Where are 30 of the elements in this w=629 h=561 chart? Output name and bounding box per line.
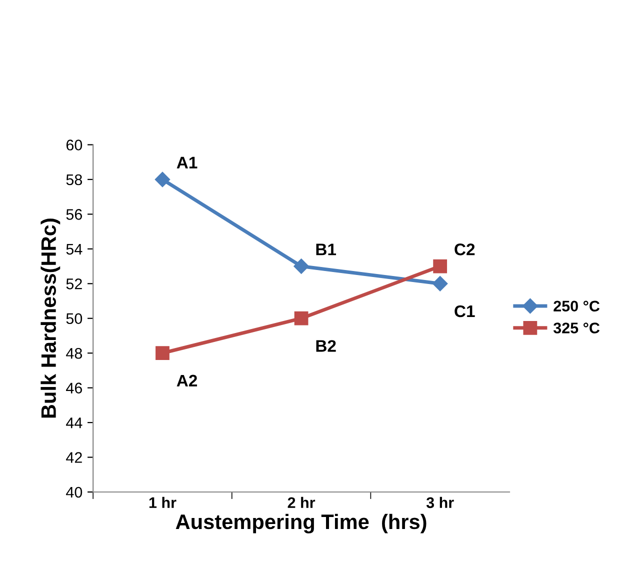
x-tick-label: 3 hr [426,496,454,508]
point [433,259,448,274]
x-tick-label: 2 hr [288,496,316,508]
legend-label: 325 °C [553,322,600,334]
annotation: A2 [176,374,198,386]
y-tick-label: 54 [66,244,82,255]
y-tick-label: 52 [66,278,82,290]
annotation: C2 [454,244,475,256]
point [432,276,448,292]
point [154,172,170,188]
y-tick-label: 60 [66,140,82,150]
y-tick-label: 50 [66,313,82,324]
point [294,311,308,326]
annotation: B1 [316,244,336,256]
y-tick-label: 48 [66,348,82,359]
y-tick-label: 44 [66,418,82,428]
y-axis-title: Bulk Hardness(HRc) [40,218,60,418]
point [294,258,309,274]
y-tick-label: 46 [66,382,82,394]
y-tick-label: 56 [66,209,82,220]
annotation: C1 [454,305,475,318]
x-axis-title: Austempering Time (hrs) [176,514,426,534]
y-tick-label: 40 [66,486,82,498]
legend-label: 250 °C [554,300,600,312]
annotation: A1 [176,156,198,168]
y-tick-label: 58 [66,174,82,186]
point [156,346,170,360]
x-tick-label: 1 hr [149,496,176,508]
annotation: B2 [316,340,336,352]
y-tick-label: 42 [66,452,82,463]
